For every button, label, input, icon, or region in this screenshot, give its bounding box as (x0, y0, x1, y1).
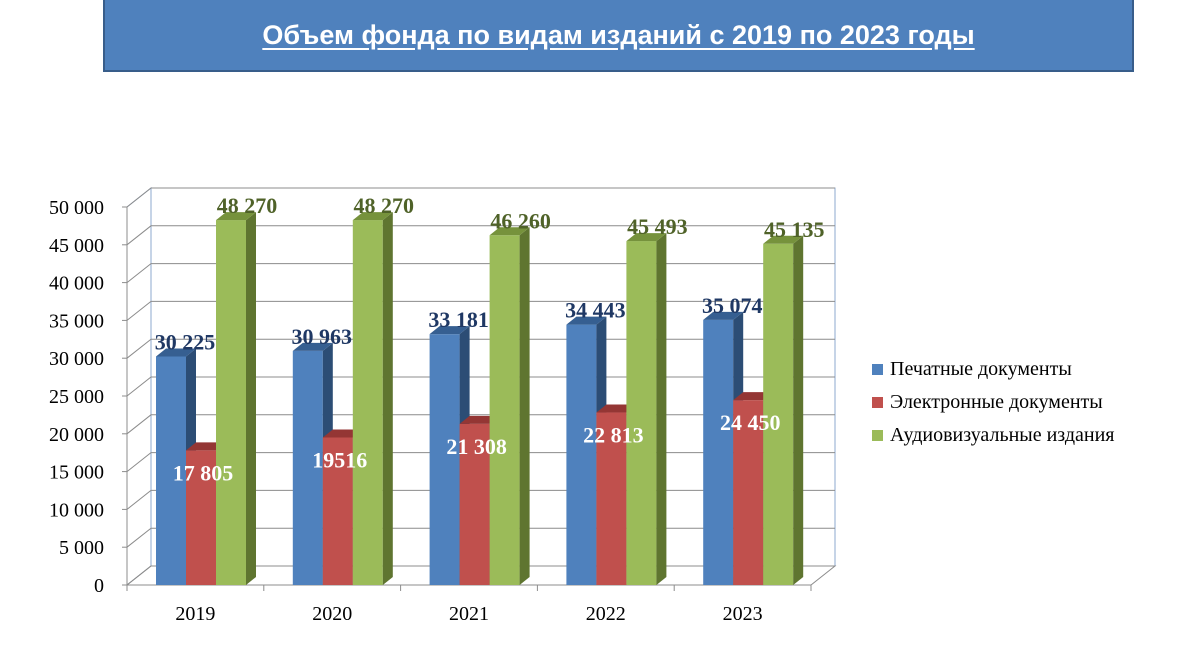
y-tick-label: 30 000 (49, 348, 104, 370)
data-label: 22 813 (583, 423, 644, 448)
data-label: 19516 (312, 447, 367, 472)
data-label: 21 308 (446, 434, 507, 459)
y-tick-label: 35 000 (49, 310, 104, 332)
bar-front (703, 319, 734, 585)
bar-top (216, 212, 256, 221)
data-label: 30 225 (155, 329, 216, 354)
y-tick-label: 25 000 (49, 386, 104, 408)
bar-2021-series-3 (489, 227, 530, 585)
bar-2020-series-3 (352, 212, 393, 585)
y-tick-label: 40 000 (49, 273, 104, 295)
data-label: 45 493 (627, 214, 688, 239)
bar-front (352, 220, 383, 585)
legend-label: Аудиовизуальные издания (890, 424, 1115, 446)
bar-side (656, 233, 667, 585)
bar-front (156, 356, 186, 585)
legend-label: Печатные документы (890, 358, 1072, 380)
data-label: 34 443 (565, 298, 626, 323)
y-tick-label: 0 (94, 575, 104, 597)
gridline (126, 300, 835, 321)
x-tick-label: 2023 (723, 603, 763, 625)
bar-front (566, 324, 597, 585)
y-tick-label: 20 000 (49, 424, 104, 446)
bar-2019-series-3 (216, 212, 256, 585)
bar-top (429, 326, 470, 335)
y-tick-label: 45 000 (49, 235, 104, 257)
bar-2023-series-3 (763, 235, 804, 585)
bar-top (703, 311, 744, 320)
bar-top (763, 235, 804, 244)
bar-side (246, 212, 256, 585)
bar-side (382, 212, 393, 585)
bar-front (733, 400, 764, 585)
bar-top (352, 212, 393, 221)
bar-side (793, 235, 804, 585)
bar-side (519, 227, 530, 585)
bar-front (292, 350, 323, 585)
bar-front (626, 241, 657, 585)
y-tick-label: 15 000 (49, 462, 104, 484)
data-label: 48 270 (217, 193, 278, 218)
data-label: 24 450 (720, 410, 781, 435)
bar-top (156, 348, 196, 357)
legend-label: Электронные документы (890, 391, 1103, 413)
legend-item: Аудиовизуальные издания (872, 419, 1115, 452)
gridline (126, 187, 835, 208)
data-label: 17 805 (173, 460, 234, 485)
title-banner: Объем фонда по видам изданий с 2019 по 2… (103, 0, 1134, 72)
chart-legend: Печатные документы Электронные документы А… (872, 353, 1115, 452)
y-tick-label: 5 000 (59, 537, 104, 559)
data-label: 35 074 (702, 293, 763, 318)
legend-swatch (872, 430, 883, 441)
bar-front (596, 412, 627, 585)
chart-title: Объем фонда по видам изданий с 2019 по 2… (262, 19, 975, 50)
legend-swatch (872, 364, 883, 375)
bar-top (566, 316, 607, 325)
gridline (126, 338, 835, 359)
data-label: 48 270 (354, 193, 415, 218)
data-label: 30 963 (292, 324, 353, 349)
data-label: 45 135 (764, 217, 825, 242)
y-tick-label: 10 000 (49, 499, 104, 521)
legend-item: Электронные документы (872, 386, 1115, 419)
gridline (126, 376, 835, 397)
bar-front (216, 220, 246, 585)
x-tick-label: 2021 (449, 603, 489, 625)
bar-front (429, 334, 460, 585)
x-tick-label: 2022 (586, 603, 626, 625)
bar-top (626, 233, 667, 242)
bar-front (186, 450, 216, 585)
bar-front (322, 437, 353, 585)
y-tick-label: 50 000 (49, 197, 104, 219)
x-tick-label: 2020 (312, 603, 352, 625)
bar-2022-series-3 (626, 233, 667, 585)
bar-front (459, 423, 490, 585)
bar-top (292, 342, 333, 351)
bar-front (763, 243, 794, 585)
data-label: 33 181 (428, 307, 489, 332)
bar-top (489, 227, 530, 236)
legend-swatch (872, 397, 883, 408)
x-tick-label: 2019 (175, 603, 215, 625)
data-label: 46 260 (490, 208, 551, 233)
bar-front (489, 235, 520, 585)
gridline (126, 263, 835, 283)
gridline (126, 225, 835, 246)
legend-item: Печатные документы (872, 353, 1115, 386)
